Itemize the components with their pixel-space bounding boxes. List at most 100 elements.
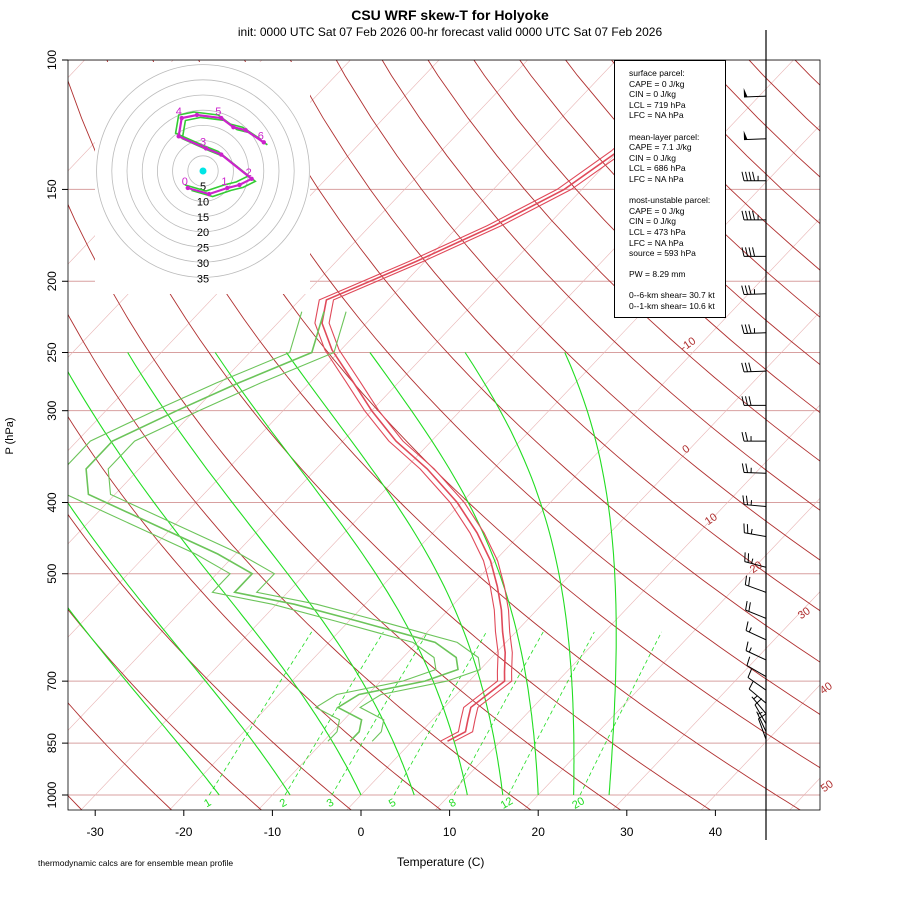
- x-tick-label: -30: [87, 825, 105, 839]
- wind-barb-full: [747, 668, 752, 678]
- isotherm-label: 40: [818, 680, 835, 697]
- isotherm-line: [68, 60, 617, 638]
- moist-adiabat-line: [127, 352, 415, 796]
- wind-barb-half: [751, 558, 754, 564]
- hodograph-point: [261, 140, 266, 145]
- dry-adiabat-lines: [68, 60, 820, 810]
- hodograph-ring-label: 20: [197, 227, 209, 239]
- y-axis-label: P (hPa): [4, 417, 16, 454]
- hodograph-ring: [156, 125, 249, 217]
- hodograph-storm-motion: [199, 167, 207, 175]
- isotherm-line: [68, 60, 440, 452]
- isotherm-line: [523, 497, 820, 810]
- moist-adiabat-line: [68, 370, 362, 796]
- hodograph-point: [203, 146, 209, 151]
- isotherm-line: [700, 684, 820, 810]
- wind-barb: [744, 575, 767, 593]
- dry-adiabat-line: [106, 60, 801, 810]
- wind-barb-full: [745, 171, 749, 181]
- wind-barb-full: [745, 431, 749, 442]
- wind-barb-staff: [743, 138, 767, 141]
- isotherm-line: [68, 60, 529, 545]
- mean-layer-cin: CIN = 0 J/kg: [629, 152, 677, 163]
- mixing-ratio-label: 20: [570, 795, 587, 812]
- plot-frame: [67, 59, 821, 811]
- wind-barb-full: [742, 495, 745, 505]
- mixing-ratio-label: 5: [387, 797, 398, 810]
- dry-adiabat-line: [519, 60, 820, 366]
- mixing-ratio-label: 8: [447, 797, 458, 810]
- isotherm-line: [612, 591, 820, 810]
- wind-barb-full: [745, 600, 748, 611]
- shear-0-6km: 0--6-km shear= 30.7 kt: [629, 290, 715, 301]
- dry-adiabat-line: [244, 60, 820, 663]
- wind-barb-full: [745, 396, 749, 406]
- isotherm-label: 0: [680, 443, 692, 456]
- isotherm-label: 50: [819, 778, 836, 795]
- wind-barb-full: [752, 247, 756, 257]
- hodograph-point: [243, 128, 248, 133]
- wind-barb-full: [748, 247, 752, 257]
- wind-barb-staff: [745, 630, 767, 641]
- dry-adiabat-line: [68, 608, 263, 810]
- wind-barb-flag: [743, 87, 748, 97]
- mixing-ratio-line: [284, 631, 384, 796]
- mu-source: source = 593 hPa: [629, 248, 696, 259]
- wind-barb-staff: [744, 504, 767, 507]
- surface-lfc: LFC = NA hPa: [629, 110, 684, 121]
- y-tick-label: 850: [45, 733, 59, 753]
- hodograph-height-label: 0: [182, 176, 188, 188]
- wind-barb-full: [752, 210, 756, 220]
- chart-title: CSU WRF skew-T for Holyoke: [351, 7, 549, 23]
- wind-barb-staff: [745, 650, 767, 661]
- dewpoint-line: [68, 311, 437, 742]
- wind-barb: [741, 431, 766, 442]
- wind-barb: [741, 171, 766, 182]
- x-tick-label: -10: [264, 825, 282, 839]
- wind-barb-full: [741, 324, 745, 334]
- chart-subtitle: init: 0000 UTC Sat 07 Feb 2026 00-hr for…: [237, 25, 663, 39]
- moist-adiabat-line: [369, 352, 539, 796]
- wind-barb-full: [744, 285, 749, 295]
- wind-barb-full: [744, 324, 749, 334]
- dewpoint-line: [107, 311, 481, 742]
- surface-parcel-header: surface parcel:: [629, 68, 685, 78]
- x-tick-label: 30: [620, 825, 634, 839]
- hodograph-height-label: 1: [221, 176, 227, 188]
- y-tick-label: 1000: [45, 781, 59, 808]
- wind-barb: [754, 698, 767, 725]
- wind-barb: [745, 600, 767, 619]
- mixing-ratio-line: [208, 631, 313, 796]
- mu-cape: CAPE = 0 J/kg: [629, 205, 685, 216]
- y-tick-label: 300: [45, 400, 59, 420]
- wind-barb-staff: [743, 370, 767, 373]
- dry-adiabat-line: [68, 702, 173, 810]
- hodograph-point: [185, 185, 190, 191]
- mixing-ratio-label: 3: [325, 797, 336, 810]
- temperature-line: [328, 123, 657, 742]
- most-unstable-parcel-header: most-unstable parcel:: [629, 195, 711, 206]
- wind-barb-full: [748, 171, 752, 181]
- mixing-ratio-line: [508, 631, 595, 796]
- isotherm-line: [346, 311, 820, 810]
- dry-adiabat-line: [335, 60, 820, 561]
- x-tick-label: 0: [358, 825, 365, 839]
- wind-barb-half: [748, 647, 752, 653]
- isotherm-label: -10: [678, 335, 698, 354]
- dry-adiabat-line: [68, 313, 532, 810]
- wind-barb: [741, 324, 767, 335]
- isotherm-line: [257, 218, 820, 810]
- wind-barb-staff: [751, 696, 767, 714]
- wind-barb-staff: [743, 332, 767, 335]
- mixing-ratio-line: [579, 631, 662, 796]
- isotherm-line: [878, 26, 900, 810]
- x-tick-label: 10: [443, 825, 457, 839]
- y-tick-label: 500: [45, 563, 59, 583]
- wind-barb-half: [750, 528, 753, 535]
- x-tick-label: -20: [175, 825, 193, 839]
- isotherm-line: [434, 404, 820, 810]
- hodograph-height-label: 6: [258, 130, 264, 142]
- dry-adiabat-line: [427, 60, 820, 462]
- hodograph-point: [225, 185, 230, 191]
